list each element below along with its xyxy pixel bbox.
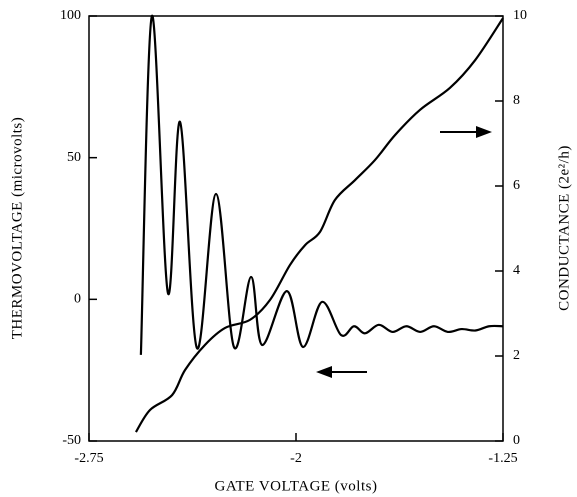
plot-frame xyxy=(88,15,504,442)
y2-tick-label: 0 xyxy=(513,433,520,448)
x-tick-label: -2 xyxy=(290,451,302,466)
arrow-left xyxy=(316,366,367,378)
data-line xyxy=(139,14,504,355)
y2-tick-label: 4 xyxy=(513,263,520,278)
data-line xyxy=(134,17,504,433)
y2-tick-label: 8 xyxy=(513,93,520,108)
y2-tick-label: 10 xyxy=(513,8,527,23)
y-axis-title: THERMOVOLTAGE (microvolts) xyxy=(9,117,25,339)
y2-tick-label: 6 xyxy=(513,178,520,193)
y2-axis-title: CONDUCTANCE (2e²/h) xyxy=(556,145,572,311)
y2-tick-label: 2 xyxy=(513,348,520,363)
x-tick-label: -1.25 xyxy=(488,451,517,466)
y-tick-label: -50 xyxy=(62,433,81,448)
x-tick-label: -2.75 xyxy=(74,451,103,466)
y-tick-label: 50 xyxy=(67,150,81,165)
arrow-right xyxy=(440,126,492,138)
x-axis-title: GATE VOLTAGE (volts) xyxy=(215,478,378,494)
y-tick-label: 100 xyxy=(60,8,81,23)
y-tick-label: 0 xyxy=(74,292,81,307)
